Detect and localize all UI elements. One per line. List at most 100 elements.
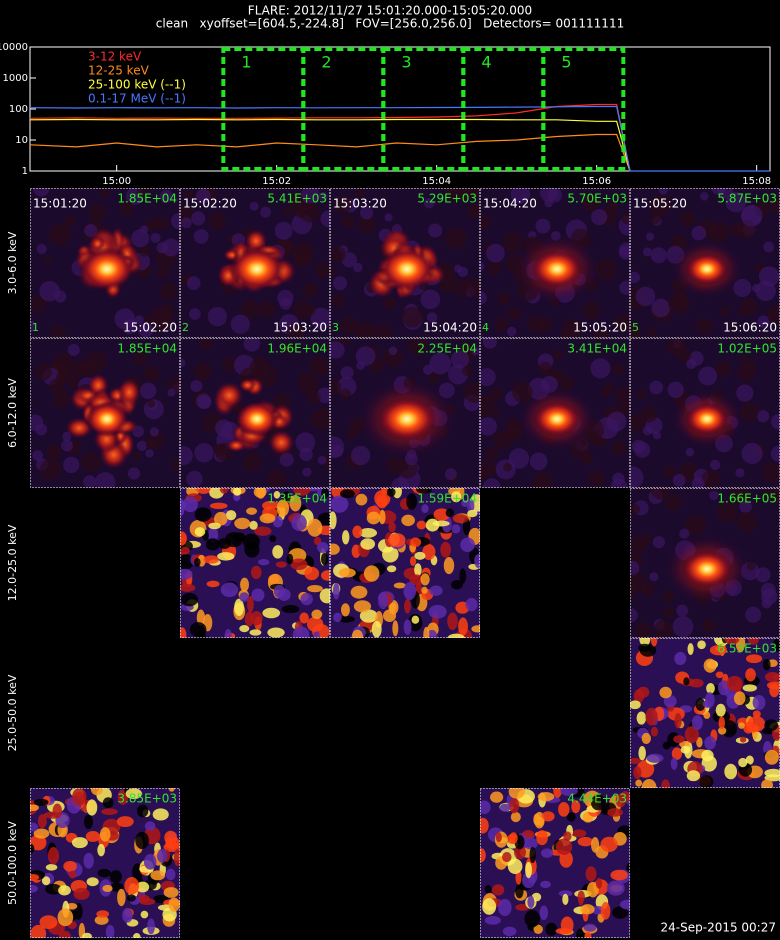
bg-blob (119, 200, 135, 216)
image-bg (330, 488, 480, 638)
noise-blob (102, 797, 114, 809)
noise-blob (411, 615, 420, 624)
bg-blob (636, 389, 647, 400)
bg-blob (480, 368, 496, 386)
bg-blob (480, 395, 496, 417)
noise-blob (122, 908, 133, 923)
noise-blob (515, 904, 530, 911)
image (630, 488, 780, 638)
image-cell: 1.66E+05 (630, 488, 780, 638)
noise-blob (150, 870, 166, 881)
noise-blob (633, 766, 642, 779)
noise-blob (630, 757, 642, 764)
bg-blob (504, 417, 522, 435)
bg-blob (497, 292, 510, 306)
bg-blob (159, 189, 173, 203)
noise-blob (670, 757, 678, 770)
noise-blob (769, 683, 780, 698)
bg-blob (338, 338, 351, 345)
bg-blob (193, 362, 212, 381)
bg-blob (480, 291, 487, 305)
noise-blob (619, 899, 630, 910)
noise-blob (124, 877, 140, 895)
bg-blob (458, 188, 480, 201)
bg-blob (672, 473, 686, 487)
noise-blob (220, 582, 239, 598)
max-value: 2.25E+04 (417, 342, 477, 356)
bg-blob (30, 320, 37, 333)
noise-blob (522, 872, 536, 889)
noise-blob (765, 672, 780, 682)
noise-blob (320, 552, 329, 566)
noise-blob (33, 828, 50, 839)
image (330, 188, 480, 338)
noise-blob (510, 811, 521, 823)
noise-blob (249, 520, 258, 530)
noise-blob (697, 640, 706, 650)
noise-blob (139, 898, 156, 906)
bg-blob (330, 246, 346, 263)
noise-blob (416, 488, 432, 494)
bg-blob (292, 248, 312, 268)
noise-blob (502, 851, 512, 863)
bg-blob (663, 465, 676, 478)
bg-blob (691, 225, 707, 241)
series-line (29, 118, 631, 172)
bg-blob (700, 192, 709, 201)
noise-blob (381, 488, 388, 495)
interval-box (461, 47, 546, 171)
noise-blob (761, 779, 774, 788)
bg-blob (552, 350, 563, 360)
noise-blob (389, 602, 397, 612)
bg-blob (67, 376, 81, 389)
bg-blob (193, 229, 209, 244)
noise-blob (376, 494, 388, 509)
noise-blob (41, 876, 51, 886)
noise-blob (292, 626, 310, 638)
noise-blob (307, 518, 323, 537)
noise-blob (286, 553, 294, 565)
image (480, 188, 630, 338)
interval-label: 1 (241, 53, 251, 72)
bg-blob (310, 408, 330, 430)
max-value: 5.70E+03 (567, 192, 627, 206)
bg-blob (33, 188, 50, 197)
image-cell: 5.87E+03 15:05:20 15:06:20 5 (630, 188, 780, 338)
bg-blob (315, 262, 330, 279)
noise-blob (383, 609, 397, 623)
bg-blob (88, 204, 106, 222)
bg-blob (320, 210, 330, 228)
noise-blob (509, 798, 520, 814)
bg-blob (401, 306, 423, 328)
series-line (29, 103, 631, 172)
bg-blob (304, 304, 316, 316)
noise-blob (63, 860, 77, 872)
bg-blob (167, 388, 176, 397)
bg-blob (745, 606, 762, 623)
bg-blob (318, 191, 328, 202)
noise-blob (205, 538, 220, 551)
bg-blob (194, 443, 214, 463)
bg-blob (468, 203, 480, 219)
noise-blob (428, 604, 447, 619)
noise-blob (352, 525, 363, 539)
bg-blob (736, 511, 758, 533)
bg-blob (161, 238, 180, 257)
max-value: 1.35E+04 (267, 492, 327, 506)
bg-blob (649, 572, 659, 582)
noise-blob (163, 887, 179, 898)
interval-number: 4 (482, 321, 489, 334)
footer: 24-Sep-2015 00:27 (661, 921, 776, 935)
noise-blob (217, 538, 231, 549)
bg-blob (708, 221, 730, 243)
noise-blob (703, 658, 717, 673)
x-tick-label: 15:02 (262, 176, 291, 187)
bg-blob (612, 363, 624, 376)
noise-blob (611, 906, 629, 919)
noise-blob (401, 514, 415, 527)
noise-blob (30, 804, 39, 812)
noise-blob (683, 677, 690, 686)
noise-blob (152, 808, 169, 821)
bg-blob (684, 514, 707, 536)
noise-blob (30, 924, 47, 938)
